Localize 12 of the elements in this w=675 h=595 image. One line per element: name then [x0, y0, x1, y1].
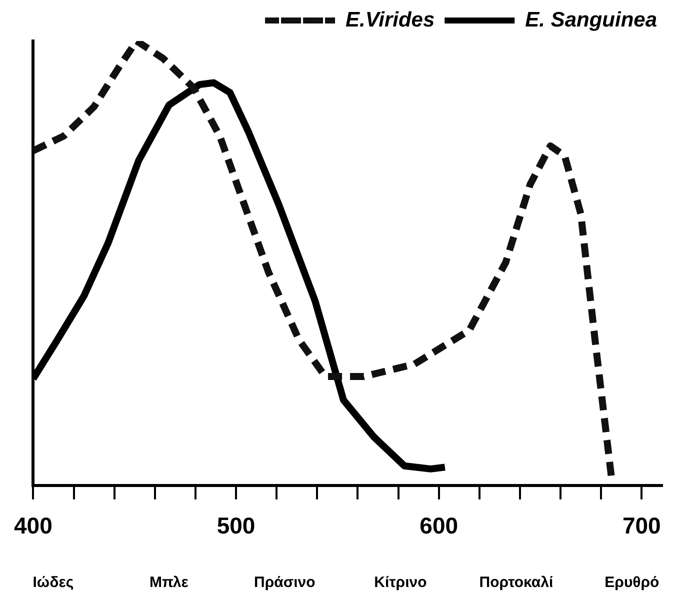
text: Πορτοκαλί — [479, 574, 554, 591]
x-tick-label: 600 — [420, 512, 458, 539]
text: Πράσινο — [254, 574, 316, 591]
text: Μπλε — [149, 574, 188, 591]
legend-label: E. Sanguinea — [525, 8, 658, 32]
text: Ιώδες — [32, 574, 74, 591]
text: Ερυθρό — [604, 574, 660, 591]
x-tick-label: 700 — [622, 512, 661, 539]
text: Κίτρινο — [374, 574, 427, 591]
legend-label: E.Virides — [346, 8, 435, 32]
x-tick-label: 400 — [14, 512, 52, 539]
x-tick-label: 500 — [216, 512, 256, 539]
